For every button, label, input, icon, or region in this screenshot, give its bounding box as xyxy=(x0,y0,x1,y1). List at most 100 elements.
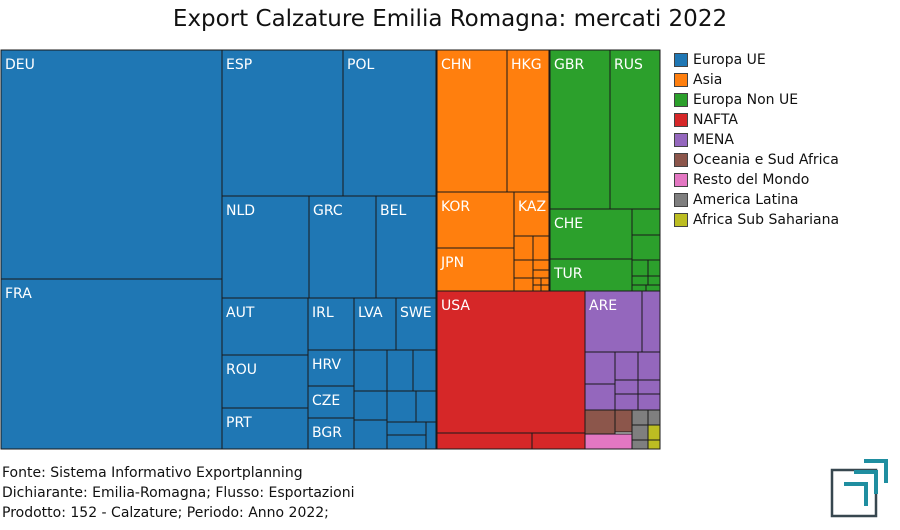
treemap-cell-a3 xyxy=(513,259,534,279)
treemap-label-esp: ESP xyxy=(226,57,252,73)
treemap-cell-rus xyxy=(609,49,661,210)
treemap-cell-m1 xyxy=(641,290,661,353)
treemap-cell-b2 xyxy=(647,439,661,450)
treemap-cell-chn xyxy=(436,49,508,193)
treemap-cell-e8 xyxy=(645,284,661,292)
treemap-label-usa: USA xyxy=(441,298,470,314)
treemap-cell-tur xyxy=(549,258,633,292)
treemap-label-jpn: JPN xyxy=(440,255,464,271)
treemap-cell-pol xyxy=(342,49,437,197)
legend-item: Oceania e Sud Africa xyxy=(674,150,839,170)
treemap-label-irl: IRL xyxy=(312,305,334,321)
treemap-cell-che xyxy=(549,208,633,260)
treemap-cell-swe xyxy=(395,297,437,351)
legend-item: Africa Sub Sahariana xyxy=(674,210,839,230)
legend-swatch xyxy=(674,133,688,147)
treemap-label-chn: CHN xyxy=(441,57,472,73)
treemap-label-che: CHE xyxy=(554,216,583,232)
treemap-cell-e3 xyxy=(631,259,649,277)
treemap-cell-bgr xyxy=(307,417,355,450)
treemap-cell-usa xyxy=(436,290,586,434)
treemap-label-bgr: BGR xyxy=(312,425,342,441)
treemap-cell-m7 xyxy=(637,379,661,395)
treemap-cell-s4 xyxy=(353,390,388,421)
treemap-cell-kor xyxy=(436,191,515,249)
legend-item: MENA xyxy=(674,130,839,150)
legend-item: Asia xyxy=(674,70,839,90)
treemap-cell-e7 xyxy=(631,284,647,292)
legend-item: Resto del Mondo xyxy=(674,170,839,190)
treemap-cell-hkg xyxy=(506,49,550,193)
footer: Fonte: Sistema Informativo Exportplannin… xyxy=(2,463,354,523)
legend-label: Asia xyxy=(693,72,723,88)
legend-swatch xyxy=(674,173,688,187)
treemap-cell-are xyxy=(584,290,643,353)
treemap-cell-s1 xyxy=(353,349,388,392)
treemap-label-pol: POL xyxy=(347,57,374,73)
treemap-cell-a10 xyxy=(540,284,550,292)
legend-swatch xyxy=(674,53,688,67)
treemap-cell-o2 xyxy=(614,409,633,433)
footer-source: Fonte: Sistema Informativo Exportplannin… xyxy=(2,465,303,481)
treemap-cell-a8 xyxy=(540,277,550,286)
legend-swatch xyxy=(674,153,688,167)
treemap-cell-s5 xyxy=(386,390,417,423)
treemap-cell-a6 xyxy=(513,277,534,292)
legend-label: Europa UE xyxy=(693,52,766,68)
treemap-cell-grc xyxy=(308,195,377,299)
treemap-cell-e2 xyxy=(631,234,661,261)
treemap-cell-gbr xyxy=(549,49,611,210)
treemap-label-grc: GRC xyxy=(313,203,343,219)
treemap-cell-a9 xyxy=(532,284,542,292)
treemap-cell-e4 xyxy=(647,259,661,277)
treemap-cell-e1 xyxy=(631,208,661,236)
treemap-cell-m4 xyxy=(637,351,661,381)
footer-product: Prodotto: 152 - Calzature; Periodo: Anno… xyxy=(2,505,329,521)
treemap-label-deu: DEU xyxy=(5,57,35,73)
treemap-cell-m5 xyxy=(584,383,616,411)
treemap-cell-hrv xyxy=(307,349,355,387)
treemap-cell-r1 xyxy=(584,433,633,450)
footer-declarant: Dichiarante: Emilia-Romagna; Flusso: Esp… xyxy=(2,485,355,501)
treemap-cell-jpn xyxy=(436,247,515,292)
legend-item: Europa UE xyxy=(674,50,839,70)
treemap-label-gbr: GBR xyxy=(554,57,584,73)
treemap-label-swe: SWE xyxy=(400,305,432,321)
treemap-cell-s3 xyxy=(412,349,437,392)
treemap-cell-l3 xyxy=(631,424,649,441)
treemap-label-fra: FRA xyxy=(5,286,32,302)
treemap-label-hkg: HKG xyxy=(511,57,542,73)
treemap-cell-m2 xyxy=(584,351,616,385)
treemap-label-lva: LVA xyxy=(358,305,383,321)
treemap-cell-nld xyxy=(221,195,310,299)
treemap-cell-n1 xyxy=(436,432,533,450)
treemap-label-kor: KOR xyxy=(441,199,470,215)
legend-swatch xyxy=(674,193,688,207)
chart-title: Export Calzature Emilia Romagna: mercati… xyxy=(172,6,728,32)
legend-label: MENA xyxy=(693,132,734,148)
legend-swatch xyxy=(674,113,688,127)
treemap-cell-s2 xyxy=(386,349,414,392)
treemap-label-aut: AUT xyxy=(226,305,255,321)
treemap-cell-aut xyxy=(221,297,309,356)
treemap-label-bel: BEL xyxy=(380,203,406,219)
treemap-cell-a7 xyxy=(532,277,542,286)
treemap-label-rus: RUS xyxy=(614,57,643,73)
treemap-cell-a5 xyxy=(532,269,550,279)
legend-item: America Latina xyxy=(674,190,839,210)
treemap-label-rou: ROU xyxy=(226,362,257,378)
treemap-label-kaz: KAZ xyxy=(518,199,546,215)
treemap-cell-o1 xyxy=(584,409,616,435)
treemap-cell-prt xyxy=(221,407,309,450)
legend-swatch xyxy=(674,93,688,107)
treemap-cell-s7 xyxy=(353,419,388,450)
treemap-label-tur: TUR xyxy=(553,266,583,282)
treemap-cell-m8 xyxy=(614,393,639,411)
treemap-cell-b1 xyxy=(647,424,661,441)
legend-label: America Latina xyxy=(693,192,799,208)
treemap-label-cze: CZE xyxy=(312,393,340,409)
treemap: DEU FRA ESP POL NLD GRC BEL AUT ROU PRT IRL LVA SWE H… xyxy=(0,49,661,450)
treemap-cell-m6 xyxy=(614,379,639,395)
legend: Europa UE Asia Europa Non UE NAFTA MENA Ocean… xyxy=(674,50,839,230)
treemap-cell-s9 xyxy=(386,434,427,450)
